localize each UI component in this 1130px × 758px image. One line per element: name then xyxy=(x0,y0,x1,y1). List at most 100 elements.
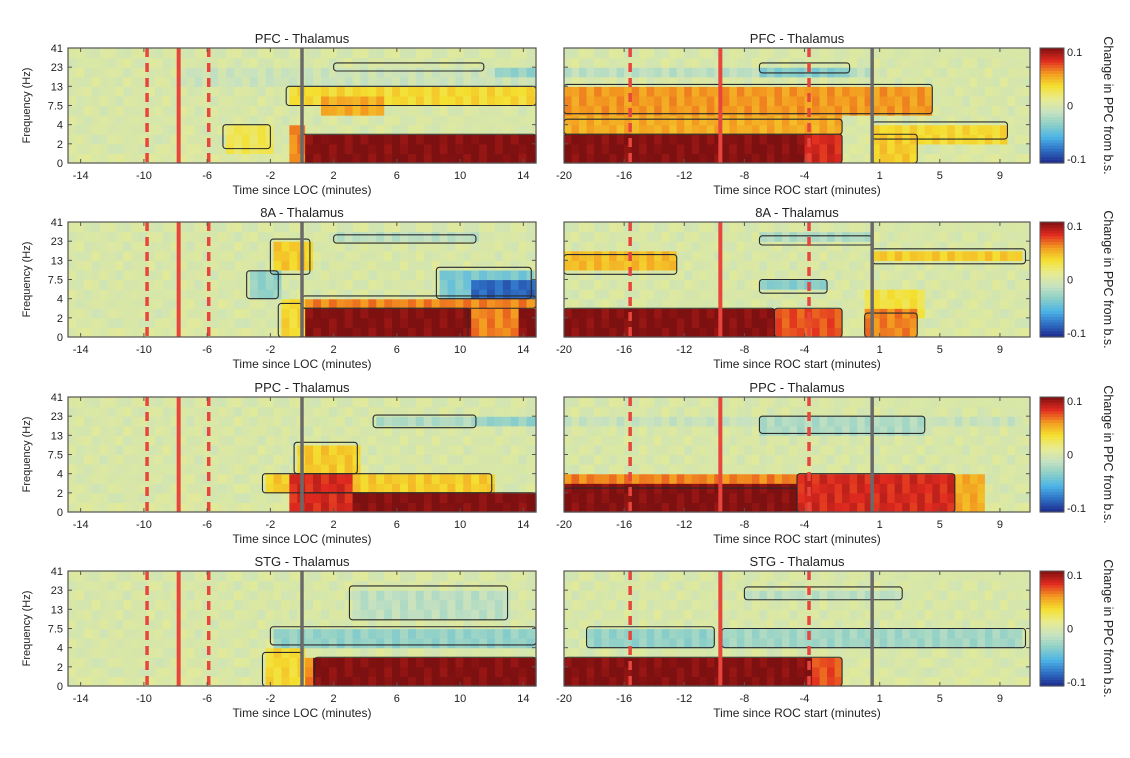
heatmap-cell xyxy=(519,106,528,116)
heatmap-cell xyxy=(258,299,267,309)
heatmap-cell xyxy=(977,397,985,407)
heatmap-cell xyxy=(123,67,132,77)
heatmap-cell xyxy=(258,260,267,270)
heatmap-cell xyxy=(880,144,888,154)
heatmap-cell xyxy=(850,58,858,68)
heatmap-cell xyxy=(594,77,602,87)
heatmap-cell xyxy=(400,96,409,106)
heatmap-cell xyxy=(669,260,677,270)
heatmap-cell xyxy=(511,222,520,232)
heatmap-cell xyxy=(194,241,203,251)
heatmap-cell xyxy=(234,280,243,290)
heatmap-cell xyxy=(266,77,275,87)
heatmap-cell xyxy=(564,407,572,417)
heatmap-cell xyxy=(669,222,677,232)
heatmap-cell xyxy=(579,327,587,337)
heatmap-cell xyxy=(699,299,707,309)
heatmap-cell xyxy=(842,299,850,309)
heatmap-cell xyxy=(234,474,243,484)
heatmap-cell xyxy=(424,445,433,455)
heatmap-cell xyxy=(242,308,251,318)
heatmap-cell xyxy=(503,125,512,135)
heatmap-cell xyxy=(155,397,164,407)
heatmap-cell xyxy=(835,416,843,426)
heatmap-cell xyxy=(368,96,377,106)
heatmap-cell xyxy=(76,581,85,591)
heatmap-cell xyxy=(345,327,354,337)
heatmap-cell xyxy=(511,318,520,328)
heatmap-cell xyxy=(692,270,700,280)
heatmap-cell xyxy=(163,58,172,68)
heatmap-cell xyxy=(194,502,203,512)
heatmap-cell xyxy=(131,289,140,299)
x-tick-label: -4 xyxy=(800,170,810,182)
heatmap-cell xyxy=(774,86,782,96)
heatmap-cell xyxy=(76,609,85,619)
heatmap-cell xyxy=(1015,416,1023,426)
heatmap-cell xyxy=(163,115,172,125)
heatmap-cell xyxy=(68,464,77,474)
heatmap-cell xyxy=(392,77,401,87)
heatmap-cell xyxy=(329,416,338,426)
heatmap-cell xyxy=(639,144,647,154)
panel-title: PPC - Thalamus xyxy=(749,380,845,395)
heatmap-cell xyxy=(432,134,441,144)
heatmap-cell xyxy=(274,144,283,154)
heatmap-cell xyxy=(353,289,362,299)
heatmap-cell xyxy=(880,502,888,512)
heatmap-cell xyxy=(392,67,401,77)
y-tick-label: 41 xyxy=(51,392,63,404)
heatmap-cell xyxy=(707,48,715,58)
heatmap-cell xyxy=(424,232,433,242)
heatmap-cell xyxy=(313,416,322,426)
heatmap-cell xyxy=(187,232,196,242)
heatmap-cell xyxy=(677,77,685,87)
heatmap-cell xyxy=(729,270,737,280)
heatmap-cell xyxy=(880,397,888,407)
heatmap-cell xyxy=(835,251,843,261)
heatmap-cell xyxy=(842,48,850,58)
heatmap-cell xyxy=(677,48,685,58)
heatmap-cell xyxy=(617,125,625,135)
x-tick-label: -10 xyxy=(136,344,152,356)
heatmap-cell xyxy=(572,270,580,280)
heatmap-cell xyxy=(345,67,354,77)
heatmap-cell xyxy=(797,96,805,106)
heatmap-cell xyxy=(947,48,955,58)
heatmap-cell xyxy=(281,270,290,280)
heatmap-cell xyxy=(955,106,963,116)
heatmap-cell xyxy=(495,270,504,280)
heatmap-cell xyxy=(639,327,647,337)
heatmap-cell xyxy=(384,397,393,407)
heatmap-cell xyxy=(962,241,970,251)
heatmap-cell xyxy=(617,67,625,77)
heatmap-cell xyxy=(76,232,85,242)
heatmap-cell xyxy=(887,502,895,512)
heatmap-cell xyxy=(384,455,393,465)
heatmap-cell xyxy=(722,464,730,474)
heatmap-cell xyxy=(84,58,93,68)
heatmap-cell xyxy=(92,676,101,686)
heatmap-cell xyxy=(707,260,715,270)
heatmap-cell xyxy=(955,251,963,261)
heatmap-cell xyxy=(722,270,730,280)
heatmap-cell xyxy=(654,474,662,484)
heatmap-cell xyxy=(123,619,132,629)
heatmap-cell xyxy=(835,502,843,512)
heatmap-cell xyxy=(842,464,850,474)
x-tick-label: -16 xyxy=(616,170,632,182)
heatmap-cell xyxy=(289,435,298,445)
heatmap-cell xyxy=(479,144,488,154)
heatmap-cell xyxy=(977,407,985,417)
heatmap-cell xyxy=(955,445,963,455)
heatmap-cell xyxy=(108,474,117,484)
heatmap-cell xyxy=(759,308,767,318)
heatmap-cell xyxy=(902,67,910,77)
heatmap-cell xyxy=(155,134,164,144)
heatmap-cell xyxy=(194,474,203,484)
heatmap-cell xyxy=(115,144,124,154)
heatmap-cell xyxy=(572,464,580,474)
heatmap-cell xyxy=(737,251,745,261)
heatmap-cell xyxy=(647,67,655,77)
heatmap-cell xyxy=(767,260,775,270)
